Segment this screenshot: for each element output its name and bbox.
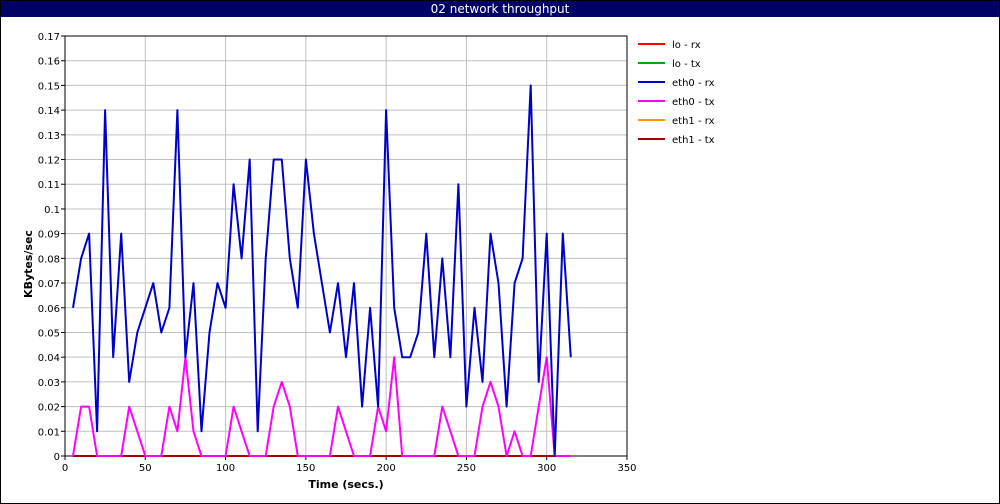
x-tick-label: 200 (377, 463, 396, 474)
plot-area (64, 35, 628, 457)
y-tick-label: 0.03 (38, 378, 60, 389)
x-tick-label: 250 (457, 463, 476, 474)
x-tick-label: 50 (139, 463, 152, 474)
y-tick-label: 0.17 (38, 32, 60, 43)
x-tick-label: 150 (296, 463, 315, 474)
y-tick-label: 0.02 (38, 403, 60, 414)
y-tick-label: 0.08 (38, 254, 60, 265)
y-axis-label: KBytes/sec (22, 230, 35, 298)
y-tick-label: 0.16 (38, 57, 60, 68)
chart-canvas: 0 0.01 0.02 0.03 0.04 0.05 0.06 0.07 0.08 0.09 0.1… (22, 32, 715, 491)
legend-entry: lo - rx (672, 40, 701, 51)
series-lines (72, 84, 572, 457)
legend: lo - rx lo - tx eth0 - rx eth0 - tx eth1 - r… (638, 40, 715, 146)
legend-entry: eth1 - tx (672, 135, 715, 146)
x-axis: 0 50 100 150 200 250 300 350 (62, 456, 637, 474)
legend-entry: eth0 - rx (672, 78, 715, 89)
legend-entry: eth0 - tx (672, 97, 715, 108)
series-line-eth0-tx (72, 356, 571, 457)
y-tick-label: 0 (54, 452, 60, 463)
plot-border (64, 35, 628, 457)
x-tick-label: 350 (617, 463, 636, 474)
grid-lines (64, 35, 628, 457)
y-axis: 0 0.01 0.02 0.03 0.04 0.05 0.06 0.07 0.08 0.09 0.1… (38, 32, 65, 463)
y-tick-label: 0.11 (38, 180, 60, 191)
y-tick-label: 0.14 (38, 106, 60, 117)
x-tick-label: 300 (537, 463, 556, 474)
chart-title: 02 network throughput (1, 1, 999, 17)
y-tick-label: 0.09 (38, 230, 60, 241)
y-tick-label: 0.07 (38, 279, 60, 290)
y-tick-label: 0.15 (38, 81, 60, 92)
y-tick-label: 0.12 (38, 156, 60, 167)
x-tick-label: 100 (216, 463, 235, 474)
legend-entry: eth1 - rx (672, 116, 715, 127)
series-line-eth0-rx (72, 84, 572, 457)
x-tick-label: 0 (62, 463, 68, 474)
y-tick-label: 0.05 (38, 328, 60, 339)
y-tick-label: 0.01 (38, 427, 60, 438)
y-tick-label: 0.13 (38, 131, 60, 142)
y-tick-label: 0.06 (38, 304, 60, 315)
x-axis-label: Time (secs.) (308, 478, 383, 491)
y-tick-label: 0.1 (44, 205, 60, 216)
legend-entry: lo - tx (672, 59, 701, 70)
y-tick-label: 0.04 (38, 353, 60, 364)
